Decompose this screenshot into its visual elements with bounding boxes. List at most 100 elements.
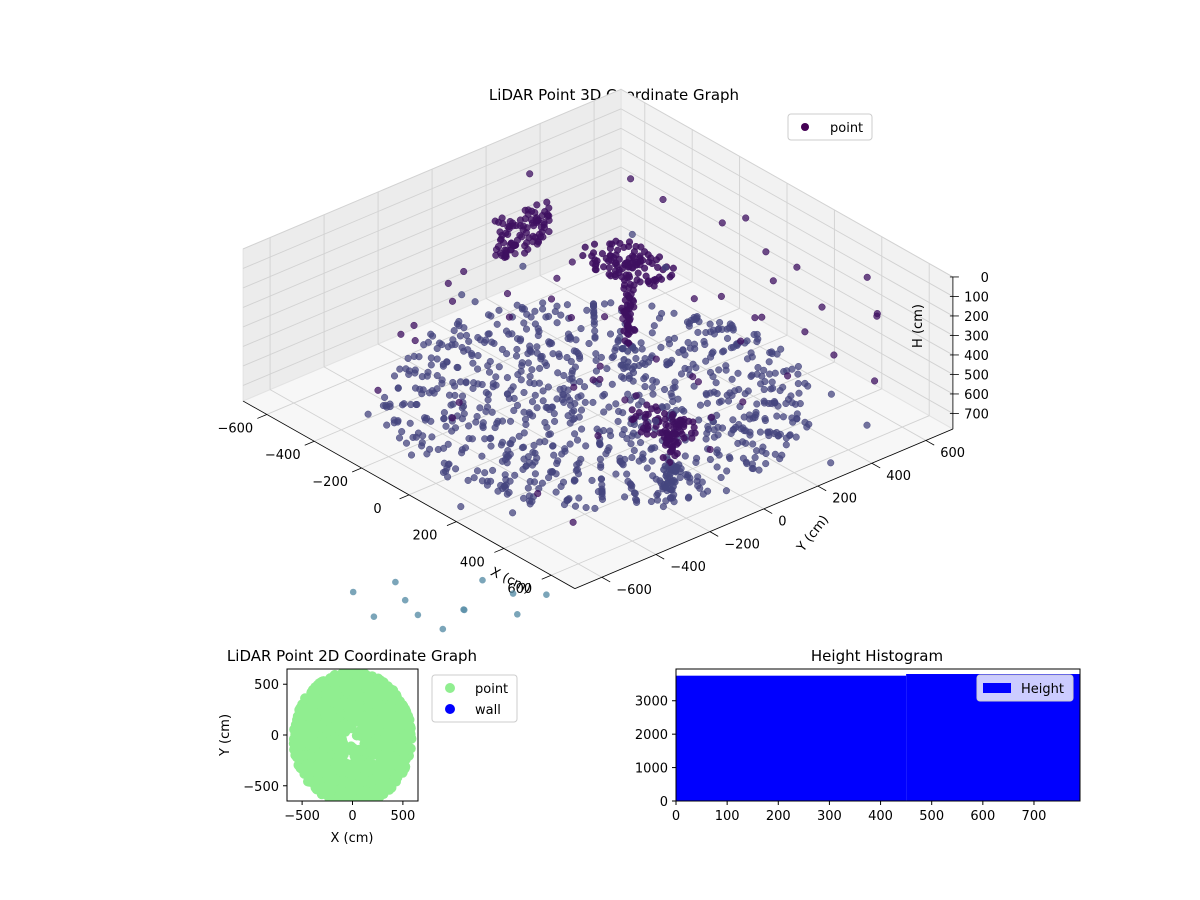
3d-data-point xyxy=(626,324,634,332)
2d-data-point xyxy=(403,721,414,732)
3d-gridline xyxy=(242,186,622,347)
3d-data-point xyxy=(630,362,638,370)
3d-data-point xyxy=(407,451,416,459)
3d-data-point xyxy=(634,401,643,409)
3d-data-point xyxy=(597,475,606,483)
3d-data-point xyxy=(596,362,604,370)
3d-data-point xyxy=(410,321,418,329)
3d-data-point xyxy=(496,228,504,236)
3d-data-point xyxy=(616,239,624,247)
2d-data-point xyxy=(354,778,365,789)
3d-data-point xyxy=(600,390,609,398)
3d-data-point xyxy=(509,509,517,517)
2d-data-point xyxy=(321,684,331,694)
3d-data-point xyxy=(753,330,761,338)
3d-data-point xyxy=(729,343,737,351)
3d-data-point xyxy=(606,252,615,260)
2d-data-point xyxy=(331,685,342,696)
3d-data-point xyxy=(782,434,790,442)
3d-data-point xyxy=(495,218,503,226)
3d-data-point xyxy=(667,389,675,397)
3d-data-point xyxy=(818,303,826,311)
3d-data-point xyxy=(567,314,575,322)
3d-data-point xyxy=(560,371,568,380)
2d-data-point xyxy=(329,733,340,744)
3d-data-point xyxy=(655,253,664,261)
3d-gridline xyxy=(242,108,622,269)
3d-outlier-point xyxy=(414,611,422,619)
3d-data-point xyxy=(498,457,506,465)
3d-data-point xyxy=(578,425,586,433)
2d-data-point xyxy=(390,759,401,770)
3d-data-point xyxy=(605,444,613,452)
3d-data-point xyxy=(628,259,636,267)
3d-data-point xyxy=(681,452,689,460)
3d-data-point xyxy=(749,440,757,448)
3d-data-point xyxy=(734,369,742,377)
3d-data-point xyxy=(575,459,583,467)
2d-data-point xyxy=(306,751,317,762)
3d-data-point xyxy=(600,408,608,416)
2d-data-point xyxy=(391,717,402,728)
3d-outlier-point xyxy=(543,591,550,598)
3d-data-point xyxy=(524,210,532,218)
3d-data-point xyxy=(737,337,745,345)
3d-data-point xyxy=(457,503,465,511)
3d-data-point xyxy=(465,337,473,345)
3d-data-point xyxy=(456,378,465,386)
3d-data-point xyxy=(572,336,580,344)
3d-point-series xyxy=(349,170,881,633)
3d-data-point xyxy=(520,319,528,327)
2d-data-point xyxy=(347,792,358,801)
3d-data-point xyxy=(613,261,621,269)
3d-outlier-point xyxy=(392,578,399,586)
2d-data-point xyxy=(333,752,344,763)
3d-data-point xyxy=(627,440,635,448)
3d-data-point xyxy=(632,412,640,421)
3d-data-point xyxy=(423,450,431,458)
histogram-legend-box xyxy=(976,674,1074,702)
3d-data-point xyxy=(423,372,431,380)
3d-data-point xyxy=(644,278,652,286)
3d-data-point xyxy=(531,449,539,457)
3d-data-point xyxy=(530,441,538,449)
3d-outlier-point xyxy=(370,613,378,620)
3d-data-point xyxy=(496,236,505,244)
2d-data-point xyxy=(316,735,327,746)
3d-data-point xyxy=(784,372,792,380)
3d-data-point xyxy=(531,391,539,399)
histogram-x-tick-label: 300 xyxy=(817,809,842,824)
3d-data-point xyxy=(513,345,521,353)
2d-legend: point wall xyxy=(431,674,518,723)
histogram-x-tick-label: 700 xyxy=(1022,809,1047,824)
3d-data-point xyxy=(726,454,734,463)
3d-data-point xyxy=(650,431,658,439)
3d-data-point xyxy=(690,423,698,431)
3d-data-point xyxy=(612,470,620,478)
3d-legend-marker xyxy=(801,123,809,131)
3d-data-point xyxy=(863,421,871,429)
2d-legend-wall-label: wall xyxy=(475,703,501,718)
3d-data-point xyxy=(632,495,640,503)
3d-z-tick-label: 500 xyxy=(964,368,989,383)
3d-data-point xyxy=(624,390,632,398)
3d-y-tick-label: 0 xyxy=(778,515,786,530)
3d-data-point xyxy=(553,319,561,327)
2d-data-point xyxy=(313,769,323,779)
3d-data-point xyxy=(531,470,539,478)
2d-data-point xyxy=(396,740,407,751)
3d-data-point xyxy=(627,175,635,183)
3d-data-point xyxy=(643,464,651,472)
3d-data-point xyxy=(670,334,679,342)
3d-data-point xyxy=(623,470,631,478)
3d-data-point xyxy=(569,518,577,526)
3d-data-point xyxy=(473,467,482,475)
3d-data-point xyxy=(470,474,478,482)
3d-data-point xyxy=(787,392,795,400)
2d-data-point xyxy=(353,699,364,710)
histogram-x-tick-label: 100 xyxy=(715,809,740,824)
3d-data-point xyxy=(471,298,479,306)
3d-data-point xyxy=(718,219,726,227)
2d-data-point xyxy=(320,755,331,766)
3d-data-point xyxy=(615,255,623,263)
